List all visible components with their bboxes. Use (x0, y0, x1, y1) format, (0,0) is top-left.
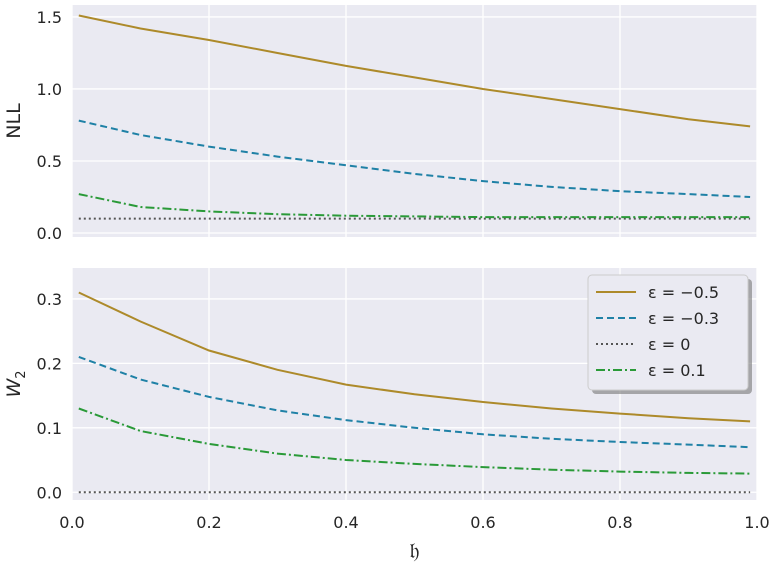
y-axis-label-main: W (3, 378, 25, 398)
y-tick-label: 1.0 (37, 80, 62, 99)
legend-label: ε = −0.3 (648, 309, 719, 328)
x-tick-label: 0.6 (470, 513, 495, 532)
y-tick-label: 0.5 (37, 152, 62, 171)
series-line (78, 291, 751, 423)
series-line (78, 14, 751, 128)
y-tick-label: 0.1 (37, 419, 62, 438)
x-tick-label: 0.2 (196, 513, 221, 532)
y-tick-label: 1.5 (37, 8, 62, 27)
legend-box (587, 274, 749, 391)
x-tick-label: 1.0 (744, 513, 769, 532)
panel-nll: 0.0 0.5 1.0 1.5 NLL (3, 5, 758, 243)
x-axis-label: 𝔥 (409, 539, 419, 564)
y-axis-label-subscript: 2 (14, 370, 29, 378)
legend-label: ε = 0 (648, 335, 690, 354)
y-tick-label: 0.0 (37, 483, 62, 502)
x-tick-label: 0.8 (607, 513, 632, 532)
y-axis-label: W2 (3, 370, 29, 397)
series-line (78, 193, 751, 219)
plot-background (72, 5, 757, 237)
x-tick-label: 0.4 (333, 513, 358, 532)
series-line (78, 407, 751, 475)
panel-w2: 0.0 0.1 0.2 0.3 0.0 0.2 0.4 0.6 0.8 1.0 W2 𝔥 ε = −0.… (3, 268, 770, 564)
y-tick-label: 0.3 (37, 290, 62, 309)
series-line (78, 355, 751, 449)
legend: ε = −0.5 ε = −0.3 ε = 0 ε = 0.1 (587, 274, 752, 394)
y-axis-label: NLL (3, 103, 25, 139)
y-tick-label: 0.2 (37, 354, 62, 373)
legend-label: ε = 0.1 (648, 361, 706, 380)
legend-label: ε = −0.5 (648, 283, 719, 302)
x-tick-label: 0.0 (59, 513, 84, 532)
y-tick-label: 0.0 (37, 224, 62, 243)
